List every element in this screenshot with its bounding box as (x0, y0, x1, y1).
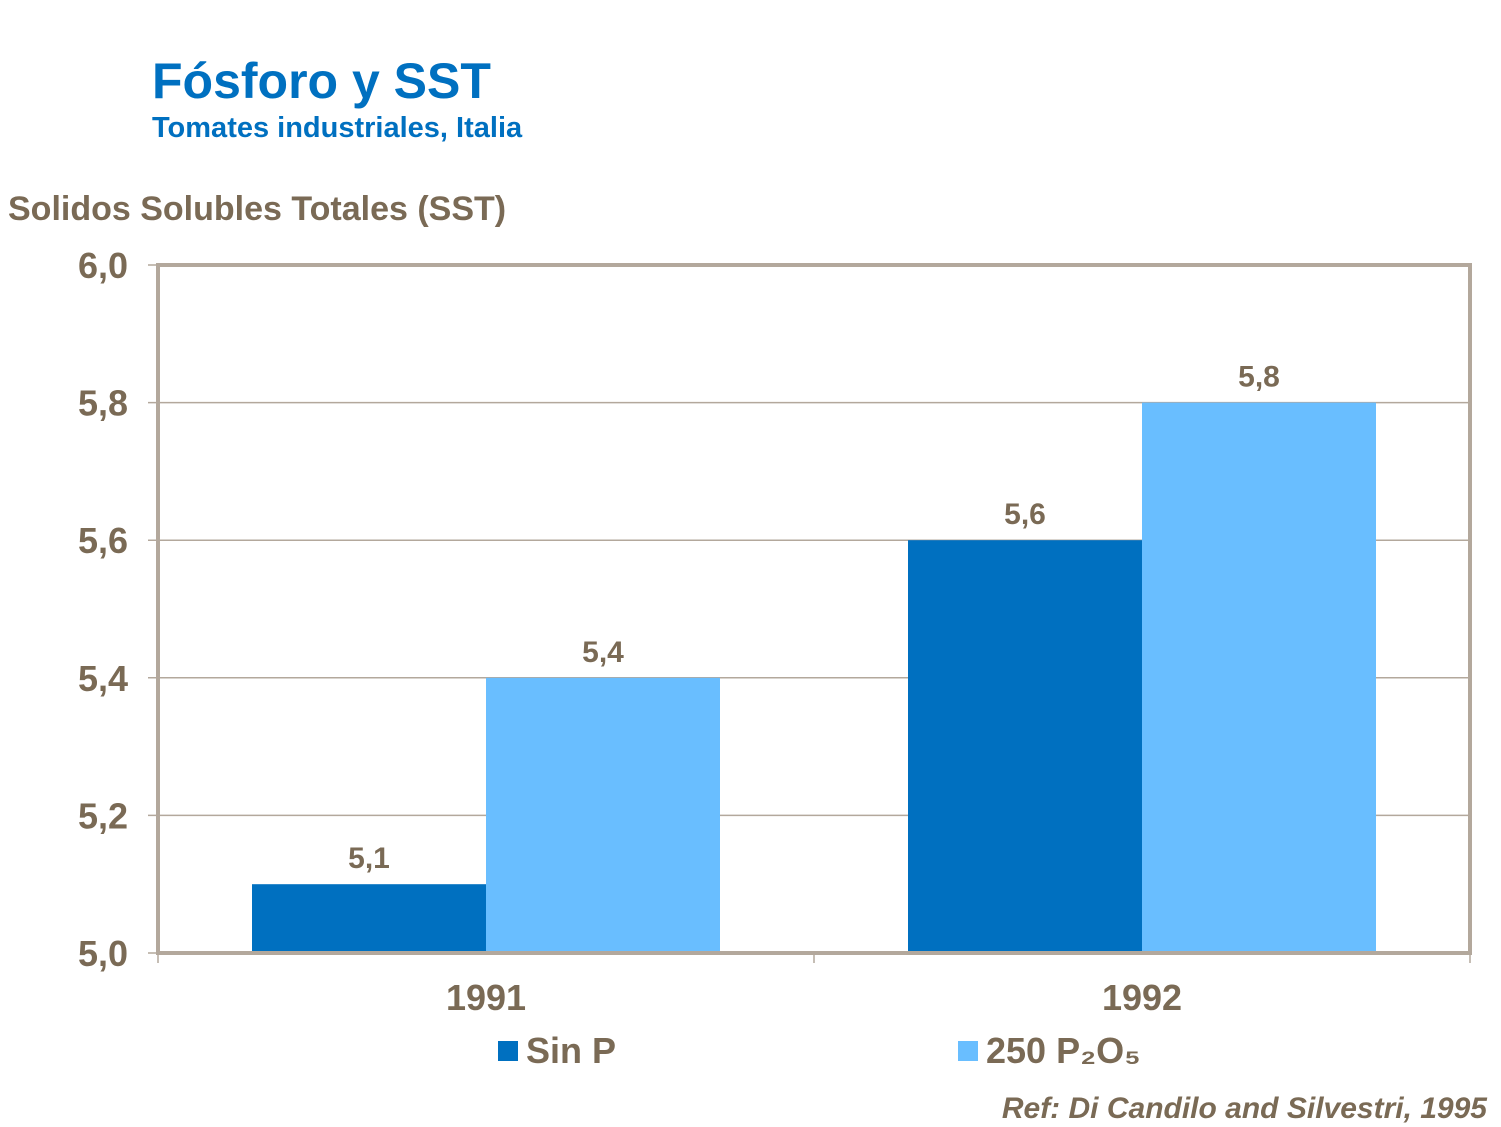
y-tick-label: 5,6 (78, 520, 128, 561)
y-axis-label: Solidos Solubles Totales (SST) (8, 190, 507, 228)
legend-swatch (958, 1041, 978, 1061)
legend-item-sin-p: Sin P (498, 1030, 616, 1072)
legend-item-250-p2o5: 250 P₂O₅ (958, 1030, 1141, 1072)
y-tick-label: 5,4 (78, 658, 128, 699)
chart-title: Fósforo y SST (152, 53, 491, 109)
legend-swatch (498, 1041, 518, 1061)
reference-note: Ref: Di Candilo and Silvestri, 1995 (1001, 1092, 1487, 1125)
bar (252, 884, 486, 953)
data-label: 5,1 (348, 842, 390, 875)
legend-label: 250 P₂O₅ (986, 1030, 1141, 1071)
legend-label: Sin P (526, 1030, 617, 1071)
bar (1142, 402, 1376, 954)
y-tick-label: 5,0 (78, 933, 128, 974)
plot-area-border (156, 263, 1472, 955)
y-tick-label: 5,2 (78, 795, 128, 836)
x-tick-label: 1991 (446, 977, 526, 1018)
bar (908, 540, 1142, 953)
data-label: 5,8 (1238, 361, 1280, 394)
y-tick-label: 5,8 (78, 383, 128, 424)
data-label: 5,4 (582, 636, 624, 669)
data-label: 5,6 (1004, 498, 1046, 531)
chart-subtitle: Tomates industriales, Italia (152, 112, 523, 144)
y-tick-label: 6,0 (78, 245, 128, 286)
bar (486, 677, 720, 953)
x-tick-label: 1992 (1102, 977, 1182, 1018)
